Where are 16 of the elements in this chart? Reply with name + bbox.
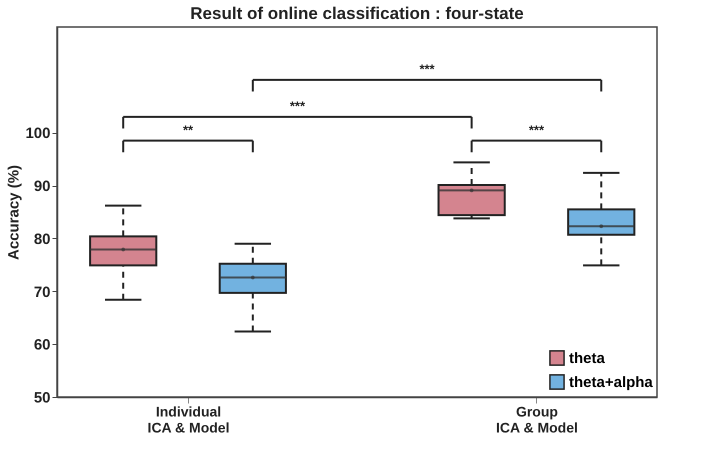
legend-label: theta+alpha bbox=[569, 374, 654, 391]
chart-title: Result of online classification : four-state bbox=[190, 4, 524, 23]
y-axis-title: Accuracy (%) bbox=[5, 164, 22, 260]
y-tick-label: 60 bbox=[34, 336, 50, 354]
annotation: *** bbox=[528, 122, 545, 138]
x-tick-label: Group ICA & Model bbox=[496, 404, 578, 436]
annotation: ** bbox=[182, 122, 194, 138]
y-tick-label: 80 bbox=[34, 230, 50, 248]
y-tick-label: 70 bbox=[34, 284, 50, 301]
y-tick-label: 100 bbox=[25, 125, 50, 142]
y-tick-label: 90 bbox=[34, 178, 50, 196]
annotation: *** bbox=[419, 62, 436, 77]
x-tick-label: Individual ICA & Model bbox=[148, 404, 230, 436]
y-tick-label: 50 bbox=[34, 390, 50, 406]
legend-label: theta bbox=[569, 350, 606, 367]
annotation: *** bbox=[290, 98, 306, 114]
